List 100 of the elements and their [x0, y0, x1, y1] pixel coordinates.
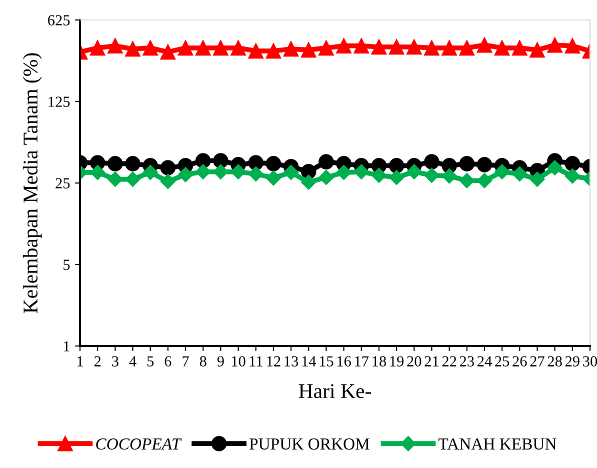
point: [108, 38, 123, 54]
point: [266, 43, 282, 59]
x-tick-label: 14: [302, 356, 316, 366]
x-tick-label: 13: [284, 356, 298, 366]
x-tick-label: 19: [390, 356, 404, 366]
point: [195, 40, 211, 56]
point: [406, 164, 422, 180]
point: [230, 164, 246, 180]
x-tick-label: 12: [267, 356, 280, 366]
point: [125, 156, 140, 172]
point: [371, 39, 387, 55]
point: [213, 164, 228, 180]
x-tick-label: 15: [320, 356, 334, 366]
y-axis-title: Kelembapan Media Tanam (%): [22, 53, 42, 314]
point: [459, 40, 475, 56]
x-tick-label: 2: [94, 356, 101, 366]
point: [336, 38, 352, 54]
x-tick-label: 22: [442, 356, 456, 366]
x-tick-label: 20: [407, 356, 422, 366]
point: [388, 170, 404, 186]
x-tick-label: 24: [478, 356, 492, 366]
x-tick-label: 5: [147, 356, 154, 366]
point: [564, 156, 580, 172]
point: [354, 164, 369, 180]
x-tick-label: 6: [164, 356, 172, 366]
x-tick-label: 30: [583, 356, 597, 366]
point: [90, 164, 106, 180]
point: [494, 164, 510, 180]
point: [459, 156, 475, 172]
point: [476, 37, 492, 53]
point: [318, 170, 334, 186]
point: [142, 40, 158, 56]
legend-label: PUPUK ORKOM: [250, 438, 370, 450]
x-tick-label: 16: [338, 356, 351, 366]
point: [300, 42, 316, 58]
x-tick-label: 9: [217, 356, 224, 366]
point: [388, 39, 404, 55]
point: [530, 42, 545, 58]
point: [424, 168, 440, 183]
point: [459, 173, 474, 188]
point: [318, 40, 334, 56]
x-tick-label: 28: [548, 356, 562, 366]
point: [476, 157, 492, 172]
x-tick-label: 18: [372, 356, 386, 366]
point: [388, 158, 404, 174]
point: [530, 172, 545, 187]
point: [248, 155, 264, 170]
y-tick-label: 625: [48, 15, 70, 26]
point: [230, 40, 246, 56]
point: [142, 164, 158, 180]
point: [406, 39, 422, 55]
x-tick-label: 8: [200, 356, 206, 366]
point: [90, 40, 106, 56]
x-tick-label: 4: [129, 356, 136, 366]
point: [424, 40, 440, 56]
point: [283, 164, 299, 180]
point: [213, 153, 228, 168]
point: [160, 160, 176, 176]
x-tick-label: 26: [512, 356, 527, 366]
x-tick-label: 17: [355, 356, 369, 366]
point: [248, 166, 264, 182]
point: [195, 153, 211, 168]
point: [512, 40, 528, 56]
x-tick-label: 1: [78, 356, 83, 366]
x-tick-label: 23: [460, 356, 474, 366]
y-tick-label: 1: [64, 341, 70, 352]
point: [442, 40, 457, 56]
point: [336, 164, 352, 180]
x-tick-label: 27: [530, 356, 544, 366]
point: [354, 38, 370, 54]
x-tick-label: 3: [112, 356, 118, 366]
point: [108, 172, 123, 187]
x-tick-label: 29: [565, 356, 580, 366]
point: [196, 164, 211, 180]
point: [564, 38, 580, 54]
point: [476, 173, 492, 188]
x-tick-label: 21: [424, 356, 438, 366]
legend-label: TANAH KEBUN: [438, 438, 556, 450]
point: [283, 41, 299, 57]
point: [318, 154, 334, 170]
x-tick-label: 10: [232, 356, 246, 366]
legend-label: COCOPEAT: [96, 438, 182, 450]
y-tick-label: 5: [64, 260, 70, 270]
point: [266, 156, 282, 172]
point: [213, 40, 228, 56]
point: [371, 168, 387, 183]
point: [547, 160, 562, 176]
point: [547, 37, 562, 53]
point: [178, 167, 194, 182]
point: [266, 170, 282, 186]
point: [442, 168, 457, 184]
point: [512, 166, 528, 182]
point: [178, 40, 194, 56]
point: [494, 40, 510, 56]
y-tick-label: 125: [48, 96, 70, 107]
point: [108, 156, 123, 172]
x-axis-title: Hari Ke-: [298, 384, 371, 398]
point: [125, 41, 140, 57]
point: [160, 174, 176, 189]
point: [424, 154, 440, 170]
